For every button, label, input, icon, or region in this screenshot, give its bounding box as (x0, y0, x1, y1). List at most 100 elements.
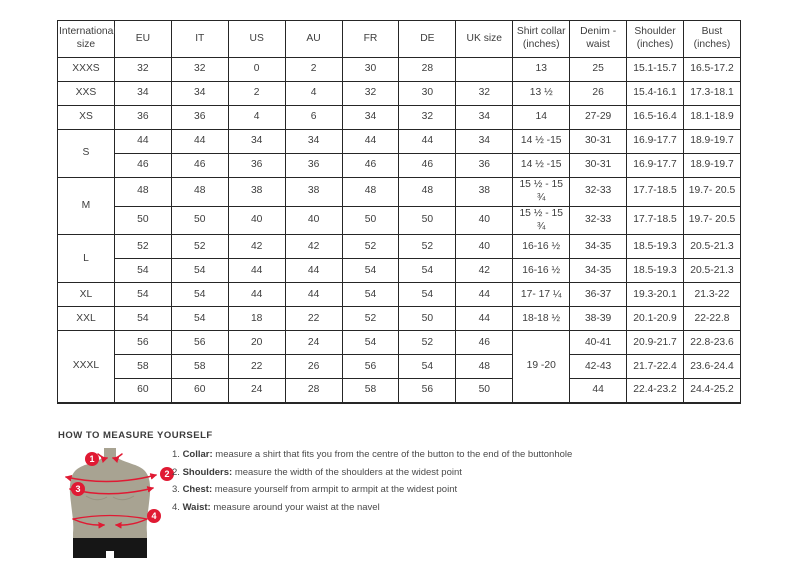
table-cell: 15 ½ - 15 ¾ (512, 177, 571, 207)
table-cell: 36-37 (569, 282, 628, 308)
table-cell: 4 (284, 81, 343, 106)
table-cell: 38-39 (569, 306, 628, 332)
table-cell: 54 (398, 354, 457, 380)
table-cell: 48 (113, 177, 172, 207)
table-cell: 38 (227, 177, 286, 207)
table-row: XXXL 56 56 20 24 54 52 46 19 -20 40-41 20.9-21.7 22… (57, 330, 742, 404)
chest-shading (85, 495, 135, 501)
column-header: UK size (455, 20, 514, 58)
collar-measure-line (97, 453, 109, 463)
table-cell: 19.3-20.1 (626, 282, 684, 308)
table-cell: 32 (398, 105, 457, 130)
table-cell: 32 (113, 57, 172, 82)
table-cell: 50 (398, 205, 457, 236)
table-row: XL 54 54 44 44 54 54 44 17- 17 ¼ 36-37 19.3-20.1 21… (57, 282, 742, 308)
table-cell: 40 (227, 205, 286, 236)
table-cell (455, 57, 514, 82)
size-label-cell: XXS (57, 81, 115, 106)
column-header: Denim - waist (569, 20, 628, 58)
table-cell: 16-16 ½ (512, 258, 571, 284)
table-cell: 54 (170, 282, 229, 308)
table-cell: 54 (113, 258, 172, 284)
table-cell: 56 (170, 330, 229, 356)
size-label-cell: XS (57, 105, 115, 130)
table-cell: 46 (170, 153, 229, 178)
table-cell: 54 (341, 330, 400, 356)
table-cell: 34 (284, 129, 343, 154)
table-cell: 34 (455, 129, 514, 154)
table-cell: 18 (227, 306, 286, 332)
waist-measure-line (114, 518, 148, 529)
table-cell: 54 (113, 306, 172, 332)
table-cell: 32-33 (569, 205, 628, 236)
table-cell: 22 (284, 306, 343, 332)
column-header: EU (113, 20, 172, 58)
step-text: measure yourself from armpit to armpit a… (212, 484, 458, 495)
table-cell: 13 ½ (512, 81, 571, 106)
table-cell: 56 (398, 378, 457, 404)
table-cell: 16.5-17.2 (682, 57, 742, 82)
column-header: Shirt collar (inches) (512, 20, 571, 58)
column-header: IT (170, 20, 229, 58)
table-cell: 30-31 (569, 129, 628, 154)
table-cell: 32 (341, 81, 400, 106)
table-cell: 21.7-22.4 (626, 354, 684, 380)
table-cell: 52 (341, 234, 400, 260)
table-cell: 52 (398, 234, 457, 260)
table-cell: 0 (227, 57, 286, 82)
table-row: XXXS 32 32 0 2 30 28 13 25 15.1-15.7 16.5-17.2 (57, 57, 742, 82)
waist-measure-line (72, 518, 106, 529)
table-cell: 36 (455, 153, 514, 178)
table-cell: 21.3-22 (682, 282, 742, 308)
table-cell: 34 (170, 81, 229, 106)
table-cell: 56 (113, 330, 172, 356)
table-cell: 30-31 (569, 153, 628, 178)
table-cell: 25 (569, 57, 628, 82)
table-cell: 19.7- 20.5 (682, 205, 742, 236)
table-cell: 54 (341, 282, 400, 308)
table-cell: 54 (170, 306, 229, 332)
table-cell: 44 (170, 129, 229, 154)
table-cell: 54 (398, 282, 457, 308)
table-cell: 46 (398, 153, 457, 178)
table-cell: 34 (341, 105, 400, 130)
table-cell: 40-41 (569, 330, 628, 356)
table-cell: 20 (227, 330, 286, 356)
step-number: 4. (172, 501, 183, 513)
table-row: XXL 54 54 18 22 52 50 44 18-18 ½ 38-39 20.1-20.9 22… (57, 306, 742, 332)
table-cell: 54 (170, 258, 229, 284)
table-cell: 20.9-21.7 (626, 330, 684, 356)
table-row: XS 36 36 4 6 34 32 34 14 27-29 16.5-16.4 18.1-18.9 (57, 105, 742, 130)
table-row: 54 54 44 44 54 54 42 16-16 ½ 34-35 18.5-19.3 20.5-… (58, 258, 742, 284)
table-cell: 44 (113, 129, 172, 154)
measure-steps: 1. Collar: measure a shirt that fits you… (172, 449, 572, 520)
table-cell: 24 (227, 378, 286, 404)
table-cell: 30 (341, 57, 400, 82)
table-cell: 22.8-23.6 (682, 330, 742, 356)
table-cell: 44 (284, 282, 343, 308)
table-cell: 48 (398, 177, 457, 207)
table-cell: 14 (512, 105, 571, 130)
table-cell: 40 (455, 234, 514, 260)
shoulders-measure-line (64, 473, 158, 483)
column-header: US (227, 20, 286, 58)
table-cell: 32 (170, 57, 229, 82)
figure-badge-1: 1 (85, 452, 99, 466)
size-label-cell: L (57, 234, 115, 284)
table-cell: 20.5-21.3 (682, 258, 742, 284)
table-row: 50 50 40 40 50 50 40 15 ½ - 15 ¾ 32-33 17.7-18.5 1… (58, 205, 742, 236)
measurement-figure (60, 446, 180, 566)
size-table-head: International size EU IT US AU FR DE UK size Shi… (57, 20, 742, 58)
measure-heading: HOW TO MEASURE YOURSELF (58, 430, 213, 441)
table-cell: 36 (284, 153, 343, 178)
table-cell: 44 (455, 282, 514, 308)
measure-step: 4. Waist: measure around your waist at t… (172, 501, 572, 514)
table-cell: 2 (284, 57, 343, 82)
table-row: 58 58 22 26 56 54 48 42-43 21.7-22.4 23.6-24.4 (58, 354, 742, 380)
column-header: Shoulder (inches) (626, 20, 684, 58)
table-cell: 50 (455, 378, 514, 404)
table-cell: 50 (398, 306, 457, 332)
step-number: 1. (172, 449, 183, 460)
table-cell: 17.7-18.5 (626, 205, 684, 236)
figure-badge-4: 4 (147, 509, 161, 523)
